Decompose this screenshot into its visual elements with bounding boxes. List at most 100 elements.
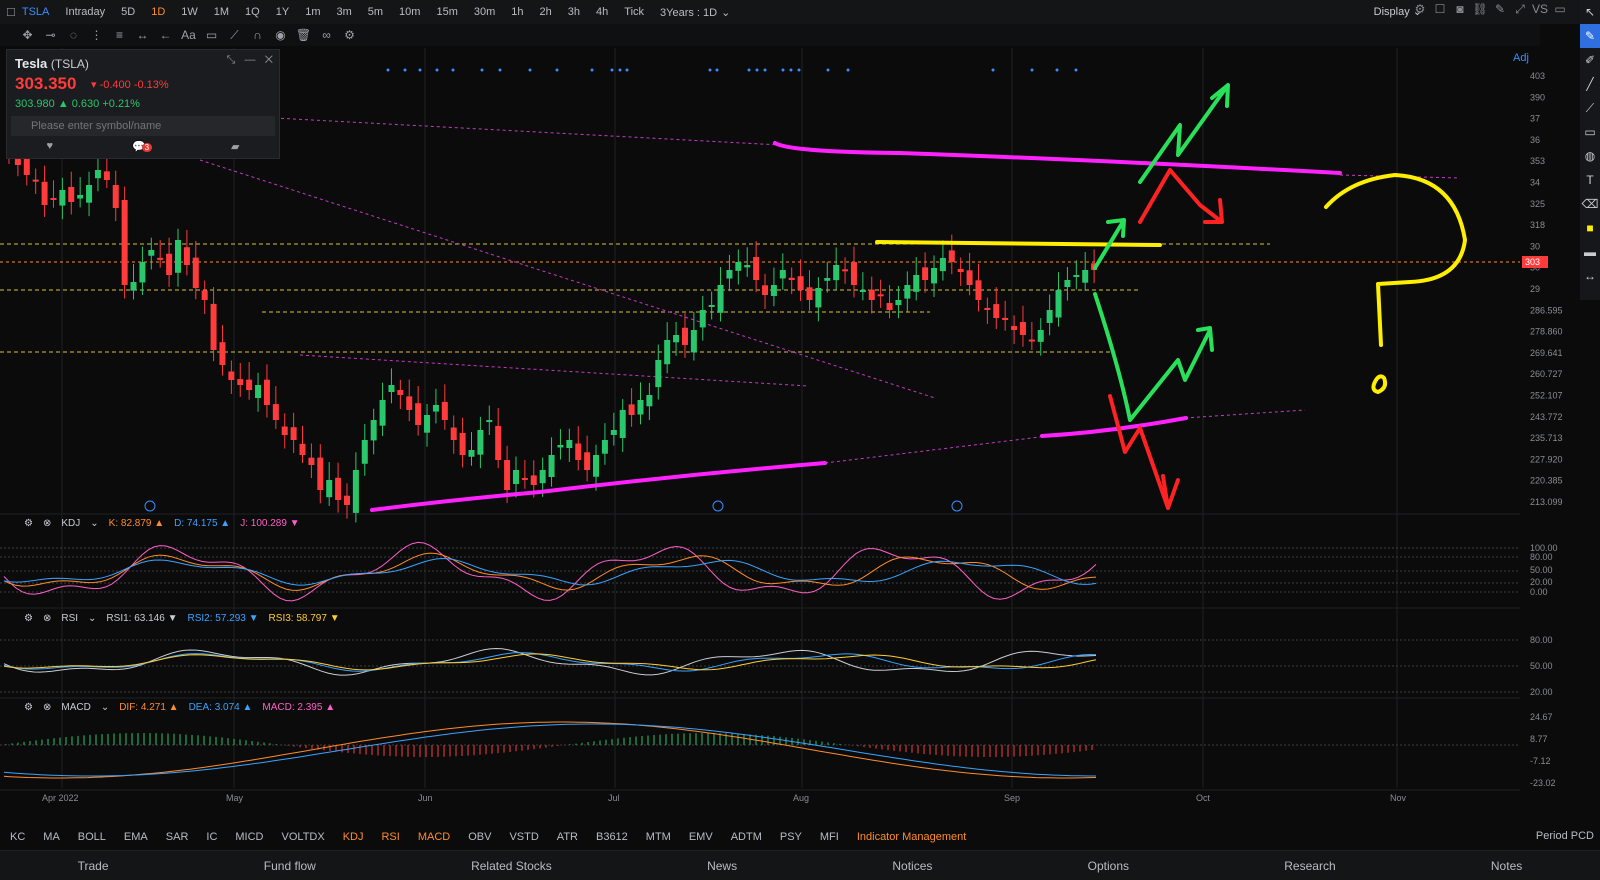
minimize-icon[interactable]: — — [244, 54, 256, 66]
indicator-sar[interactable]: SAR — [165, 831, 189, 843]
indicator-atr[interactable]: ATR — [556, 831, 578, 843]
nav-options[interactable]: Options — [1087, 858, 1129, 873]
gear-icon[interactable]: ⚙ — [24, 702, 33, 713]
favorite-heart-icon[interactable]: ♥ — [46, 140, 53, 152]
period-label[interactable]: Period PCD — [1535, 830, 1594, 842]
line-icon[interactable]: ╱ — [1586, 77, 1594, 91]
line-width-icon[interactable]: ▬ — [1584, 245, 1596, 259]
indicator-obv[interactable]: OBV — [468, 831, 492, 843]
indicator-macd[interactable]: MACD — [417, 831, 451, 843]
link-icon[interactable]: ⛓ — [1472, 2, 1488, 16]
measure-tool-icon[interactable]: ↔ — [136, 28, 149, 42]
collapse-icon[interactable]: ↔ — [1584, 269, 1596, 283]
indicator-ema[interactable]: EMA — [123, 831, 148, 843]
channel-tool-icon[interactable]: ≡ — [115, 28, 123, 42]
window-icon[interactable]: ▭ — [1554, 2, 1566, 16]
nav-related-stocks[interactable]: Related Stocks — [471, 858, 552, 873]
rectangle-icon[interactable]: ▭ — [1584, 125, 1596, 139]
indicator-mtm[interactable]: MTM — [645, 831, 671, 843]
timeframe-2h[interactable]: 2h — [539, 6, 552, 18]
chart-icon[interactable]: ☐ — [6, 6, 16, 19]
indicator-vstd[interactable]: VSTD — [509, 831, 539, 843]
timeframe-4h[interactable]: 4h — [596, 6, 609, 18]
indicator-voltdx[interactable]: VOLTDX — [281, 831, 325, 843]
timeframe-3m[interactable]: 3m — [336, 6, 352, 18]
chevron-down-icon[interactable]: ⌄ — [88, 613, 97, 624]
camera-icon[interactable]: ◙ — [1456, 2, 1464, 16]
magnet-icon[interactable]: ∩ — [253, 28, 262, 42]
symbol-label[interactable]: TSLA — [21, 6, 50, 18]
text-tool-icon[interactable]: Aa — [181, 28, 196, 42]
gear-icon[interactable]: ⚙ — [24, 518, 33, 529]
trash-icon[interactable]: 🗑 — [295, 28, 312, 42]
chevron-down-icon[interactable]: ⌄ — [100, 702, 110, 713]
eye-icon[interactable]: ◉ — [275, 28, 286, 42]
timeframe-15m[interactable]: 15m — [436, 6, 458, 18]
indicator-ma[interactable]: MA — [43, 831, 60, 843]
timeframe-1h[interactable]: 1h — [511, 6, 524, 18]
timeframe-1m[interactable]: 1M — [213, 6, 230, 18]
gear-icon[interactable]: ⚙ — [24, 613, 33, 624]
timeframe-intraday[interactable]: Intraday — [65, 6, 106, 18]
comment-tool-icon[interactable]: ▭ — [205, 28, 218, 42]
chevron-down-icon[interactable]: ⌄ — [90, 518, 99, 529]
comments-icon[interactable]: 💬3 — [132, 140, 153, 153]
indicator-b3612[interactable]: B3612 — [595, 831, 628, 843]
timeframe-1q[interactable]: 1Q — [245, 6, 260, 18]
close-icon[interactable]: ⊗ — [42, 702, 52, 713]
indicator-kc[interactable]: KC — [10, 831, 26, 843]
timeframe-1m[interactable]: 1m — [305, 6, 321, 18]
close-icon[interactable]: ✕ — [264, 54, 273, 66]
timeframe-tick[interactable]: Tick — [624, 6, 645, 18]
indicator-adtm[interactable]: ADTM — [730, 831, 762, 843]
indicator-ic[interactable]: IC — [206, 831, 218, 843]
cursor-icon[interactable]: ↖ — [1584, 5, 1596, 19]
circle-tool-icon[interactable]: ◌ — [69, 28, 78, 42]
indicator-kdj[interactable]: KDJ — [342, 831, 364, 843]
text-icon[interactable]: T — [1586, 173, 1594, 187]
notes-icon[interactable]: ▰ — [231, 141, 240, 153]
indicator-rsi[interactable]: RSI — [381, 831, 400, 843]
settings-icon[interactable]: ⚙ — [1414, 2, 1426, 16]
symbol-search-input[interactable] — [11, 116, 275, 136]
timeframe-30m[interactable]: 30m — [473, 6, 496, 18]
compare-label[interactable]: VS — [1531, 2, 1548, 16]
timeframe-5d[interactable]: 5D — [121, 6, 136, 18]
range-dropdown[interactable]: 3Years : 1D ⌄ — [652, 6, 738, 19]
indicator-micd[interactable]: MICD — [235, 831, 264, 843]
gear-icon[interactable]: ⚙ — [344, 28, 355, 42]
indicator-indicator-management[interactable]: Indicator Management — [856, 831, 967, 843]
adj-label[interactable]: Adj — [1513, 52, 1529, 64]
nav-fund-flow[interactable]: Fund flow — [263, 858, 316, 873]
indicator-mfi[interactable]: MFI — [819, 831, 839, 843]
edit-icon[interactable]: ✎ — [1494, 2, 1506, 16]
nav-news[interactable]: News — [707, 858, 738, 873]
fib-tool-icon[interactable]: ⋮ — [90, 28, 103, 42]
line-tool-icon[interactable]: ⊸ — [45, 28, 56, 42]
nav-notices[interactable]: Notices — [892, 858, 933, 873]
close-icon[interactable]: ⊗ — [42, 518, 52, 529]
layout-icon[interactable]: ☐ — [1434, 2, 1446, 16]
nav-notes[interactable]: Notes — [1490, 858, 1523, 873]
timeframe-3h[interactable]: 3h — [567, 6, 581, 18]
timeframe-1d[interactable]: 1D — [151, 6, 166, 18]
arrow-tool-icon[interactable]: ← — [159, 28, 172, 42]
close-icon[interactable]: ⊗ — [42, 613, 52, 624]
nav-trade[interactable]: Trade — [77, 858, 109, 873]
ray-icon[interactable]: ⟋ — [1585, 101, 1595, 115]
expand-icon[interactable]: ⤢ — [1515, 2, 1525, 16]
expand-icon[interactable]: ⤡ — [226, 54, 236, 66]
indicator-psy[interactable]: PSY — [779, 831, 802, 843]
indicator-boll[interactable]: BOLL — [77, 831, 106, 843]
ruler-tool-icon[interactable]: ⟋ — [230, 27, 239, 42]
indicator-emv[interactable]: EMV — [688, 831, 713, 843]
move-icon[interactable]: ✥ — [22, 28, 33, 42]
color-swatch-icon[interactable]: ■ — [1586, 221, 1594, 235]
timeframe-5m[interactable]: 5m — [367, 6, 384, 18]
pen-tool-icon[interactable]: ✎ — [1580, 24, 1600, 48]
timeframe-10m[interactable]: 10m — [399, 6, 421, 18]
nav-research[interactable]: Research — [1284, 858, 1336, 873]
palette-icon[interactable]: ◍ — [1584, 149, 1596, 163]
brush-tool-icon[interactable]: ✐ — [1584, 53, 1596, 67]
